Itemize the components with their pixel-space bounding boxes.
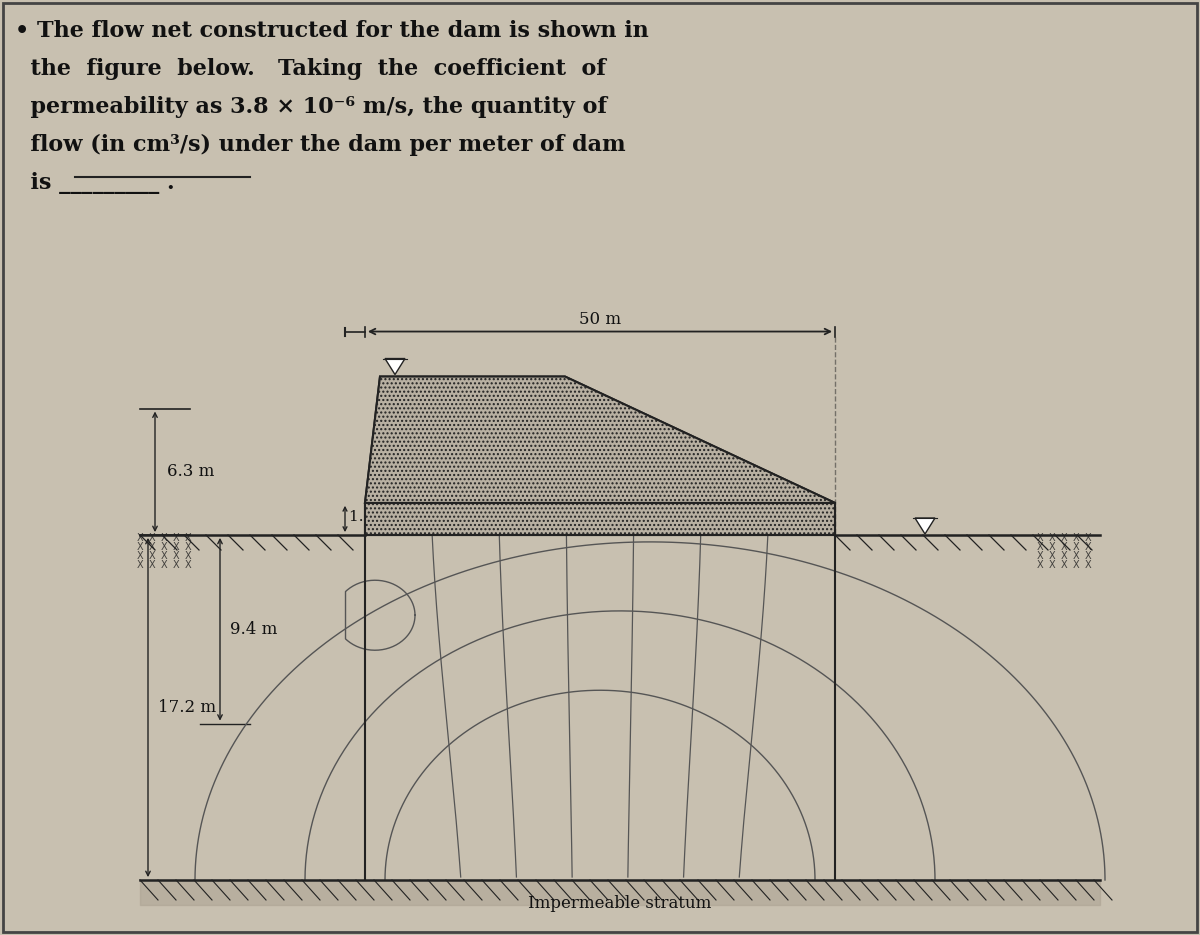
Text: 6.3 m: 6.3 m	[167, 464, 215, 481]
Text: X: X	[1049, 533, 1055, 543]
Polygon shape	[365, 377, 835, 503]
Text: X: X	[1085, 560, 1091, 570]
Text: X: X	[1073, 542, 1079, 552]
Text: flow (in cm³/s) under the dam per meter of dam: flow (in cm³/s) under the dam per meter …	[14, 134, 625, 156]
Text: X: X	[1085, 533, 1091, 543]
Text: X: X	[1037, 560, 1043, 570]
Text: 1.6 m: 1.6 m	[349, 510, 392, 524]
Text: X: X	[1061, 560, 1067, 570]
Text: Impermeable stratum: Impermeable stratum	[528, 895, 712, 912]
Text: X: X	[149, 551, 155, 561]
Bar	[365, 503, 835, 535]
Text: X: X	[185, 551, 191, 561]
Text: X: X	[173, 542, 179, 552]
Text: X: X	[1085, 542, 1091, 552]
Text: X: X	[173, 533, 179, 543]
Polygon shape	[385, 358, 406, 375]
Bar	[365, 503, 835, 535]
Text: X: X	[1073, 560, 1079, 570]
Text: X: X	[1085, 551, 1091, 561]
Text: X: X	[149, 533, 155, 543]
Polygon shape	[916, 518, 935, 534]
Text: 50 m: 50 m	[578, 310, 622, 327]
Text: the  figure  below.   Taking  the  coefficient  of: the figure below. Taking the coefficient…	[14, 58, 606, 80]
Text: X: X	[185, 533, 191, 543]
Text: X: X	[1061, 551, 1067, 561]
Text: X: X	[1049, 542, 1055, 552]
Text: X: X	[1037, 551, 1043, 561]
Text: X: X	[1049, 551, 1055, 561]
Text: X: X	[1061, 542, 1067, 552]
Text: X: X	[1037, 533, 1043, 543]
Text: X: X	[185, 542, 191, 552]
Text: 17.2 m: 17.2 m	[158, 699, 216, 716]
Text: permeability as 3.8 × 10⁻⁶ m/s, the quantity of: permeability as 3.8 × 10⁻⁶ m/s, the quan…	[14, 96, 607, 118]
Text: X: X	[1073, 551, 1079, 561]
Text: X: X	[173, 560, 179, 570]
Text: X: X	[1061, 533, 1067, 543]
Text: • The flow net constructed for the dam is shown in: • The flow net constructed for the dam i…	[14, 20, 649, 42]
Text: X: X	[149, 560, 155, 570]
Text: X: X	[161, 551, 167, 561]
Text: X: X	[1049, 560, 1055, 570]
Text: X: X	[1073, 533, 1079, 543]
Text: X: X	[161, 542, 167, 552]
Text: is _________ .: is _________ .	[14, 172, 175, 194]
Text: X: X	[137, 560, 143, 570]
Text: X: X	[1037, 542, 1043, 552]
Text: X: X	[149, 542, 155, 552]
Text: X: X	[161, 533, 167, 543]
Text: X: X	[173, 551, 179, 561]
Text: X: X	[137, 533, 143, 543]
Text: X: X	[137, 551, 143, 561]
Text: X: X	[137, 542, 143, 552]
Text: X: X	[185, 560, 191, 570]
Text: 9.4 m: 9.4 m	[230, 621, 277, 638]
Text: X: X	[161, 560, 167, 570]
Polygon shape	[365, 377, 835, 503]
